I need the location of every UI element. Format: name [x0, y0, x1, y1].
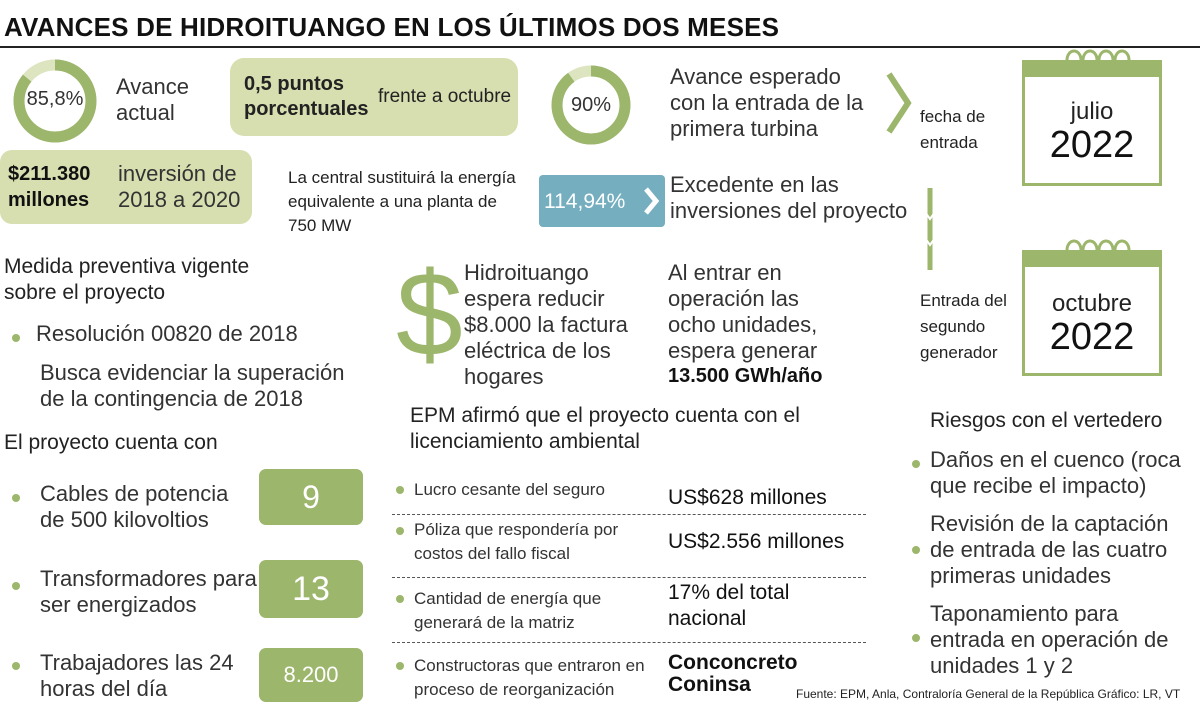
count-label: Trabajadores las 24 horas del día: [40, 650, 234, 701]
bullet-dot: [396, 527, 404, 535]
calendar1-month: julio: [1070, 98, 1114, 125]
calendar2-year: 2022: [1049, 316, 1135, 358]
license-row-label: Constructoras que entraron en proceso de…: [414, 656, 645, 699]
license-row-label: Lucro cesante del seguro: [414, 480, 605, 499]
calendar-rings-icon: [1065, 49, 1131, 71]
calendar2-month: octubre: [1051, 290, 1133, 317]
progress-expected-label: Avance esperado con la entrada de la pri…: [670, 64, 864, 141]
bullet-dot: [912, 460, 920, 468]
points-pill: [230, 58, 518, 136]
title-underline: [0, 46, 1200, 48]
license-row-value: 17% del total nacional: [668, 581, 790, 630]
counts-heading: El proyecto cuenta con: [4, 431, 218, 454]
divider: [392, 514, 866, 515]
calendar-rings-icon: [1065, 239, 1131, 261]
bullet-dot: [912, 634, 920, 642]
license-row-value: Conconcreto Coninsa: [668, 651, 798, 696]
calendar-icon: [1022, 60, 1162, 186]
license-heading: EPM afirmó que el proyecto cuenta con el…: [410, 404, 800, 453]
points-pill-text: frente a octubre: [378, 86, 512, 107]
license-row-value: US$2.556 millones: [668, 530, 845, 553]
timeline-first-label: fecha de entrada: [920, 107, 986, 152]
risks-heading: Riesgos con el vertedero: [930, 409, 1163, 432]
preventive-item: Resolución 00820 de 2018: [36, 321, 298, 346]
count-value-box: 13: [259, 560, 363, 618]
progress-current-label: Avance actual: [116, 74, 189, 125]
count-value-box: 9: [259, 469, 363, 525]
count-value: 8.200: [283, 662, 339, 687]
source-credit: Fuente: EPM, Anla, Contraloría General d…: [796, 687, 1181, 701]
timeline-connector: [924, 188, 936, 270]
license-row-label: Cantidad de energía que generará de la m…: [414, 589, 602, 632]
progress-current-value: 85,8%: [26, 88, 84, 110]
risk-item: Revisión de la captación de entrada de l…: [930, 511, 1169, 588]
bullet-dot: [12, 662, 20, 670]
divider: [392, 642, 866, 643]
investment-pill: [0, 150, 252, 224]
bullet-dot: [12, 334, 20, 342]
bullet-dot: [912, 546, 920, 554]
risk-item: Daños en el cuenco (roca que recibe el i…: [930, 447, 1181, 498]
generate-bold: 13.500 GWh/año: [668, 365, 823, 387]
count-label: Transformadores para ser energizados: [40, 566, 257, 617]
bullet-dot: [12, 582, 20, 590]
excess-badge: [539, 175, 665, 227]
bullet-dot: [396, 486, 404, 494]
license-row-value: US$628 millones: [668, 486, 827, 509]
divider: [392, 577, 866, 578]
progress-expected-value: 90%: [570, 94, 612, 116]
preventive-heading: Medida preventiva vigente sobre el proye…: [4, 255, 250, 304]
chevron-right-icon: [644, 187, 660, 215]
bullet-dot: [12, 494, 20, 502]
license-row-label: Póliza que respondería por costos del fa…: [414, 520, 619, 563]
count-value: 9: [302, 479, 320, 515]
dollar-icon: $: [396, 247, 463, 381]
progress-ring-expected: [551, 65, 631, 145]
bullet-dot: [396, 595, 404, 603]
timeline-second-label: Entrada del segundo generador: [920, 291, 1007, 362]
risk-item: Taponamiento para entrada en operación d…: [930, 601, 1169, 678]
excess-value: 114,94%: [544, 190, 626, 213]
calendar-icon: [1022, 250, 1162, 376]
reduce-text: Hidroituango espera reducir $8.000 la fa…: [464, 260, 628, 389]
plant-note: La central sustituirá la energía equival…: [288, 168, 516, 235]
count-label: Cables de potencia de 500 kilovoltios: [40, 481, 229, 532]
progress-ring-current: [13, 59, 97, 143]
generate-text: Al entrar en operación las ocho unidades…: [668, 260, 818, 363]
count-value-box: 8.200: [259, 648, 363, 702]
investment-text: inversión de 2018 a 2020: [118, 161, 241, 212]
investment-amount: $211.380 millones: [8, 163, 91, 211]
bullet-dot: [396, 662, 404, 670]
timeline-arrow-icon: [886, 72, 912, 134]
points-pill-bold: 0,5 puntos porcentuales: [244, 73, 369, 120]
excess-label: Excedente en las inversiones del proyect…: [670, 172, 908, 223]
count-value: 13: [292, 570, 330, 608]
page-title: AVANCES DE HIDROITUANGO EN LOS ÚLTIMOS D…: [4, 12, 780, 42]
calendar1-year: 2022: [1049, 124, 1135, 166]
preventive-desc: Busca evidenciar la superación de la con…: [40, 360, 345, 411]
